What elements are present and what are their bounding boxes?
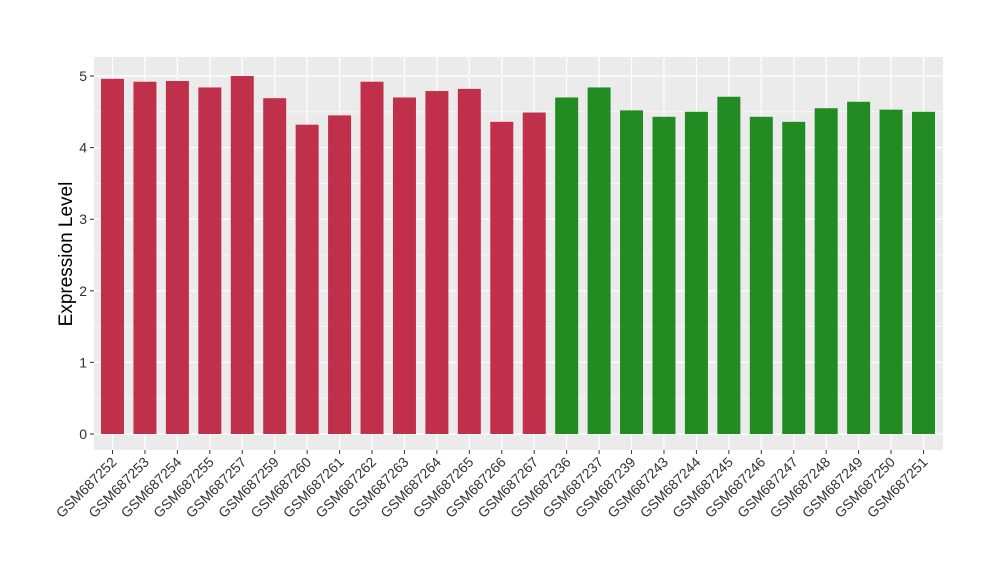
- x-axis: GSM687252GSM687253GSM687254GSM687255GSM6…: [53, 450, 931, 521]
- bar: [198, 87, 222, 435]
- bar: [879, 109, 903, 434]
- bar: [684, 111, 708, 435]
- bar: [230, 76, 254, 434]
- bar: [263, 98, 287, 435]
- bars: [101, 76, 935, 435]
- bar: [847, 101, 871, 434]
- y-tick-label: 2: [79, 283, 87, 299]
- bar: [490, 121, 514, 434]
- bar: [555, 97, 579, 434]
- bar: [360, 81, 384, 434]
- bar: [782, 121, 806, 434]
- y-tick-label: 1: [79, 354, 87, 370]
- bar: [425, 91, 449, 434]
- bar: [620, 110, 644, 435]
- bar: [165, 81, 189, 435]
- y-tick-label: 3: [79, 211, 87, 227]
- y-axis-label: Expression Level: [56, 182, 77, 327]
- bar: [522, 112, 546, 435]
- bar: [133, 81, 157, 434]
- bar: [328, 115, 352, 434]
- bar: [749, 116, 773, 434]
- y-tick-label: 5: [79, 68, 87, 84]
- bar: [652, 116, 676, 434]
- bar: [295, 124, 319, 435]
- bar: [717, 96, 741, 434]
- y-tick-label: 4: [79, 140, 87, 156]
- bar: [912, 111, 935, 435]
- y-tick-label: 0: [79, 426, 87, 442]
- bar: [392, 97, 416, 434]
- bar: [587, 87, 611, 435]
- bar: [457, 88, 481, 434]
- y-axis: 0 1 2 3 4 5: [79, 68, 94, 442]
- bar: [101, 78, 124, 434]
- bar: [814, 108, 838, 434]
